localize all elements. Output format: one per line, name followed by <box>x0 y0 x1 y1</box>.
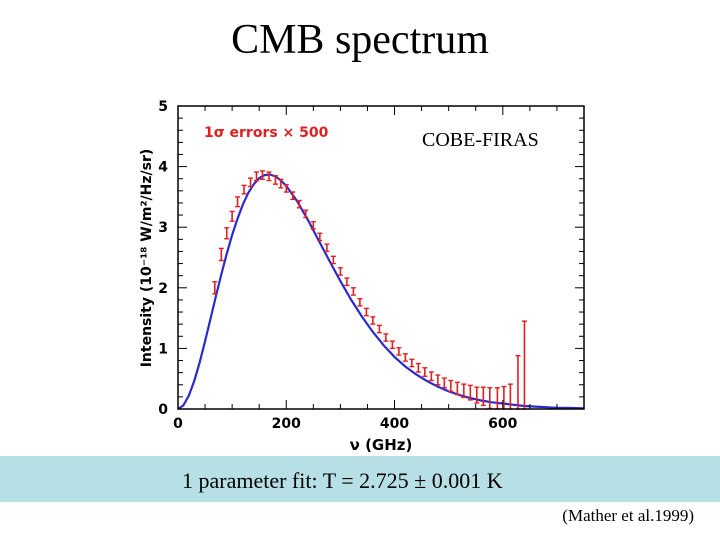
data-point <box>283 184 289 193</box>
data-point <box>303 209 309 219</box>
fit-result-text: 1 parameter fit: T = 2.725 ± 0.001 K <box>182 468 503 493</box>
data-point <box>290 191 296 201</box>
data-point <box>229 210 235 222</box>
data-point <box>310 221 316 230</box>
citation: (Mather et al.1999) <box>562 506 694 525</box>
data-point <box>337 267 343 276</box>
x-tick-label: 400 <box>380 416 409 432</box>
plot-frame <box>177 105 585 410</box>
data-point <box>357 298 363 307</box>
data-point <box>461 383 467 399</box>
data-point <box>363 307 369 317</box>
y-axis-label: Intensity (10⁻¹⁸ W/m²/Hz/sr) <box>139 149 155 368</box>
data-point <box>501 385 507 410</box>
data-point <box>266 171 272 182</box>
data-point <box>344 277 350 287</box>
y-tick-label: 1 <box>158 341 168 357</box>
data-point <box>241 184 247 195</box>
data-point <box>330 255 336 265</box>
data-point <box>253 171 259 182</box>
data-point <box>428 371 434 382</box>
data-point <box>370 316 376 325</box>
data-point <box>248 177 254 188</box>
data-point <box>324 243 330 253</box>
data-point <box>218 247 224 262</box>
y-tick-label: 3 <box>158 220 168 236</box>
data-point <box>376 324 382 334</box>
data-point <box>494 387 500 410</box>
data-point <box>278 178 284 189</box>
data-point <box>235 196 241 208</box>
data-point <box>296 199 302 209</box>
data-point <box>212 281 218 295</box>
data-point <box>454 381 460 396</box>
data-point <box>435 374 441 386</box>
x-axis-label: ν (GHz) <box>350 436 413 454</box>
data-point <box>474 386 480 404</box>
data-point <box>422 367 428 377</box>
data-point <box>402 353 408 362</box>
data-point <box>448 379 454 393</box>
y-tick-label: 4 <box>158 160 168 176</box>
data-point <box>467 384 473 401</box>
data-point <box>350 287 356 296</box>
data-point <box>515 354 521 410</box>
data-point <box>521 320 527 410</box>
data-point <box>383 333 389 342</box>
x-tick-label: 200 <box>272 416 301 432</box>
x-tick-label: 0 <box>173 416 183 432</box>
data-point <box>409 358 415 368</box>
data-point <box>259 170 265 181</box>
data-point <box>396 347 402 356</box>
instrument-annotation: COBE-FIRAS <box>422 129 539 151</box>
data-point <box>272 174 278 185</box>
x-tick-label: 600 <box>488 416 517 432</box>
cmb-spectrum-chart: 0 200 400 600 0 1 2 3 4 5 1σ errors × 500 COBE-FI… <box>139 99 585 454</box>
data-point <box>317 232 323 242</box>
y-tick-label: 2 <box>158 281 168 297</box>
data-point <box>487 387 493 410</box>
data-point <box>441 377 447 389</box>
y-tick-label: 0 <box>158 402 168 418</box>
data-point <box>415 362 421 373</box>
data-point <box>389 340 395 350</box>
fit-curve <box>177 173 585 410</box>
data-point <box>480 386 486 407</box>
y-tick-label: 5 <box>158 99 168 115</box>
data-point <box>224 227 230 240</box>
errors-annotation: 1σ errors × 500 <box>204 125 329 141</box>
fit-result-banner <box>0 456 720 502</box>
slide-title: CMB spectrum <box>231 17 489 63</box>
